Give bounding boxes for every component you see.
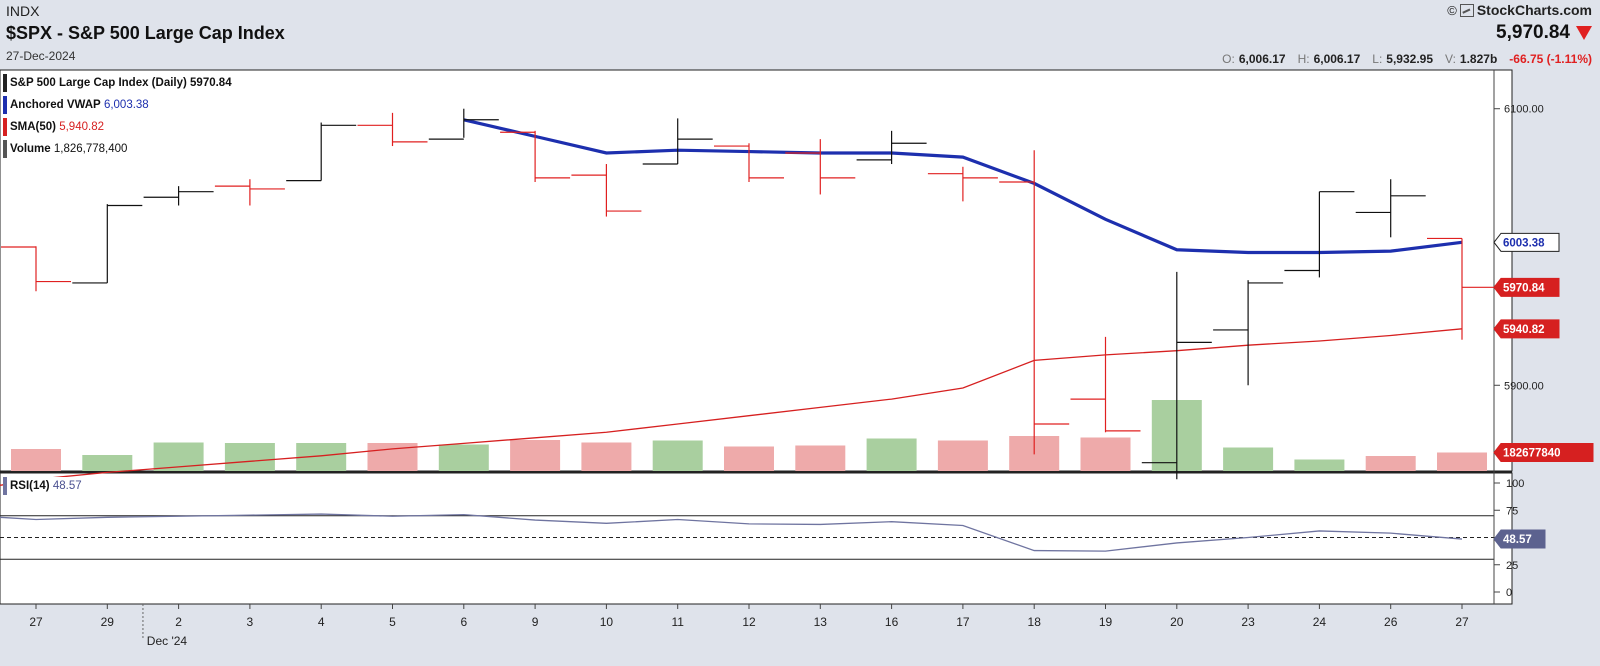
stockcharts-logo-icon	[1459, 3, 1474, 17]
legend-price[interactable]: S&P 500 Large Cap Index (Daily) 5970.84	[3, 74, 236, 92]
chart-date: 27-Dec-2024	[6, 49, 76, 63]
exchange-label: INDX	[6, 3, 40, 19]
x-tick-label: 9	[532, 615, 539, 629]
vwap-value-tag: 6003.38	[1503, 237, 1545, 249]
volume-bar	[438, 444, 489, 471]
rsi-line	[0, 513, 1463, 552]
volume-value: 1.827b	[1459, 52, 1498, 66]
legend-volume-name: Volume	[10, 143, 51, 155]
vwap-value-tag-bg	[1493, 232, 1560, 252]
volume-bar	[1437, 452, 1487, 471]
ohlc-summary: O: 6,006.17 H: 6,006.17 L: 5,932.95 V: 1.827…	[1222, 52, 1592, 66]
x-tick-label: 3	[247, 615, 254, 629]
volume-bar	[11, 449, 61, 471]
last-price-tag-bg	[1493, 277, 1560, 297]
legend-vwap-value: 6,003.38	[103, 99, 149, 111]
volume-bar	[937, 440, 988, 471]
x-tick-label: 17	[956, 615, 970, 629]
low-label: L:	[1372, 52, 1383, 66]
volume-bar	[1294, 459, 1345, 471]
open-label: O:	[1222, 52, 1235, 66]
high-value: 6,006.17	[1313, 52, 1361, 66]
legend-sma-value: 5,940.82	[59, 121, 104, 133]
vwap-line	[463, 118, 1463, 255]
brand[interactable]: © StockCharts.com	[1447, 2, 1592, 18]
last-price: 5,970.84	[1496, 22, 1592, 44]
month-label: Dec '24	[147, 634, 188, 648]
x-tick-label: 20	[1170, 615, 1184, 629]
x-tick-label: 13	[814, 615, 828, 629]
rsi-panel-bg	[0, 472, 1513, 605]
sma50-line	[0, 328, 1463, 486]
volume-bar	[82, 455, 133, 471]
x-tick-label: 11	[671, 615, 684, 629]
price-change: -66.75 (-1.11%)	[1509, 52, 1592, 66]
legend-sma[interactable]: SMA(50) 5,940.82	[3, 118, 108, 136]
x-tick-label: 5	[389, 615, 396, 629]
x-tick-label: 23	[1241, 615, 1255, 629]
volume-bar	[581, 442, 632, 471]
legend-volume-value: 1,826,778,400	[53, 143, 128, 155]
rsi-tick-label: 0	[1506, 587, 1512, 599]
x-tick-label: 18	[1028, 615, 1042, 629]
x-tick-label: 12	[742, 615, 756, 629]
legend-price-value: 5970.84	[190, 77, 232, 89]
legend-rsi-value: 48.57	[52, 480, 82, 492]
legend-rsi[interactable]: RSI(14) 48.57	[3, 477, 86, 495]
volume-bar	[866, 438, 917, 471]
price-tick-label: 5900.00	[1504, 380, 1544, 392]
legend-vwap[interactable]: Anchored VWAP 6,003.38	[3, 96, 153, 114]
price-panel-bg	[0, 69, 1513, 472]
high-label: H:	[1297, 52, 1310, 66]
chart-header: INDX $SPX - S&P 500 Large Cap Index 27-D…	[0, 0, 1600, 70]
chart-title: $SPX - S&P 500 Large Cap Index	[6, 23, 285, 43]
x-tick-label: 27	[29, 615, 43, 629]
volume-bar	[1223, 447, 1274, 471]
last-price-tag: 5970.84	[1503, 282, 1545, 294]
volume-bar	[510, 440, 561, 471]
x-tick-label: 27	[1455, 615, 1469, 629]
rsi-value-tag-bg	[1493, 529, 1546, 549]
low-value: 5,932.95	[1386, 52, 1434, 66]
price-tick-label: 6100.00	[1504, 104, 1544, 116]
x-tick-label: 2	[175, 615, 182, 629]
volume-label: V:	[1445, 52, 1456, 66]
rsi-tick-label: 25	[1506, 560, 1518, 572]
legend-price-name: S&P 500 Large Cap Index (Daily)	[10, 77, 187, 89]
volume-bar	[1080, 437, 1131, 471]
brand-name: StockCharts.com	[1476, 2, 1592, 18]
volume-bar	[724, 446, 774, 471]
volume-bar	[224, 443, 275, 471]
x-tick-label: 26	[1384, 615, 1398, 629]
x-tick-label: 19	[1099, 615, 1113, 629]
last-price-value: 5,970.84	[1496, 22, 1570, 43]
sma-value-tag: 5940.82	[1503, 324, 1545, 336]
legend-vwap-name: Anchored VWAP	[10, 99, 101, 111]
volume-value-tag-bg	[1493, 443, 1594, 462]
legend-volume[interactable]: Volume 1,826,778,400	[3, 140, 132, 158]
volume-bar	[795, 445, 846, 471]
x-tick-label: 6	[460, 615, 467, 629]
x-tick-label: 24	[1313, 615, 1327, 629]
x-tick-label: 29	[101, 615, 115, 629]
volume-bar	[1365, 456, 1416, 471]
sma-value-tag-bg	[1493, 319, 1560, 339]
down-arrow-icon	[1576, 26, 1592, 40]
x-tick-label: 16	[885, 615, 899, 629]
rsi-tick-label: 75	[1506, 505, 1518, 517]
copyright-symbol: ©	[1447, 2, 1457, 18]
volume-bar	[652, 440, 703, 471]
rsi-value-tag: 48.57	[1503, 534, 1532, 546]
legend-sma-name: SMA(50)	[10, 121, 57, 133]
volume-value-tag: 182677840	[1503, 448, 1561, 460]
open-value: 6,006.17	[1238, 52, 1286, 66]
x-tick-label: 10	[600, 615, 614, 629]
x-tick-label: 4	[318, 615, 325, 629]
legend-rsi-name: RSI(14)	[10, 480, 50, 492]
rsi-tick-label: 100	[1506, 478, 1524, 490]
